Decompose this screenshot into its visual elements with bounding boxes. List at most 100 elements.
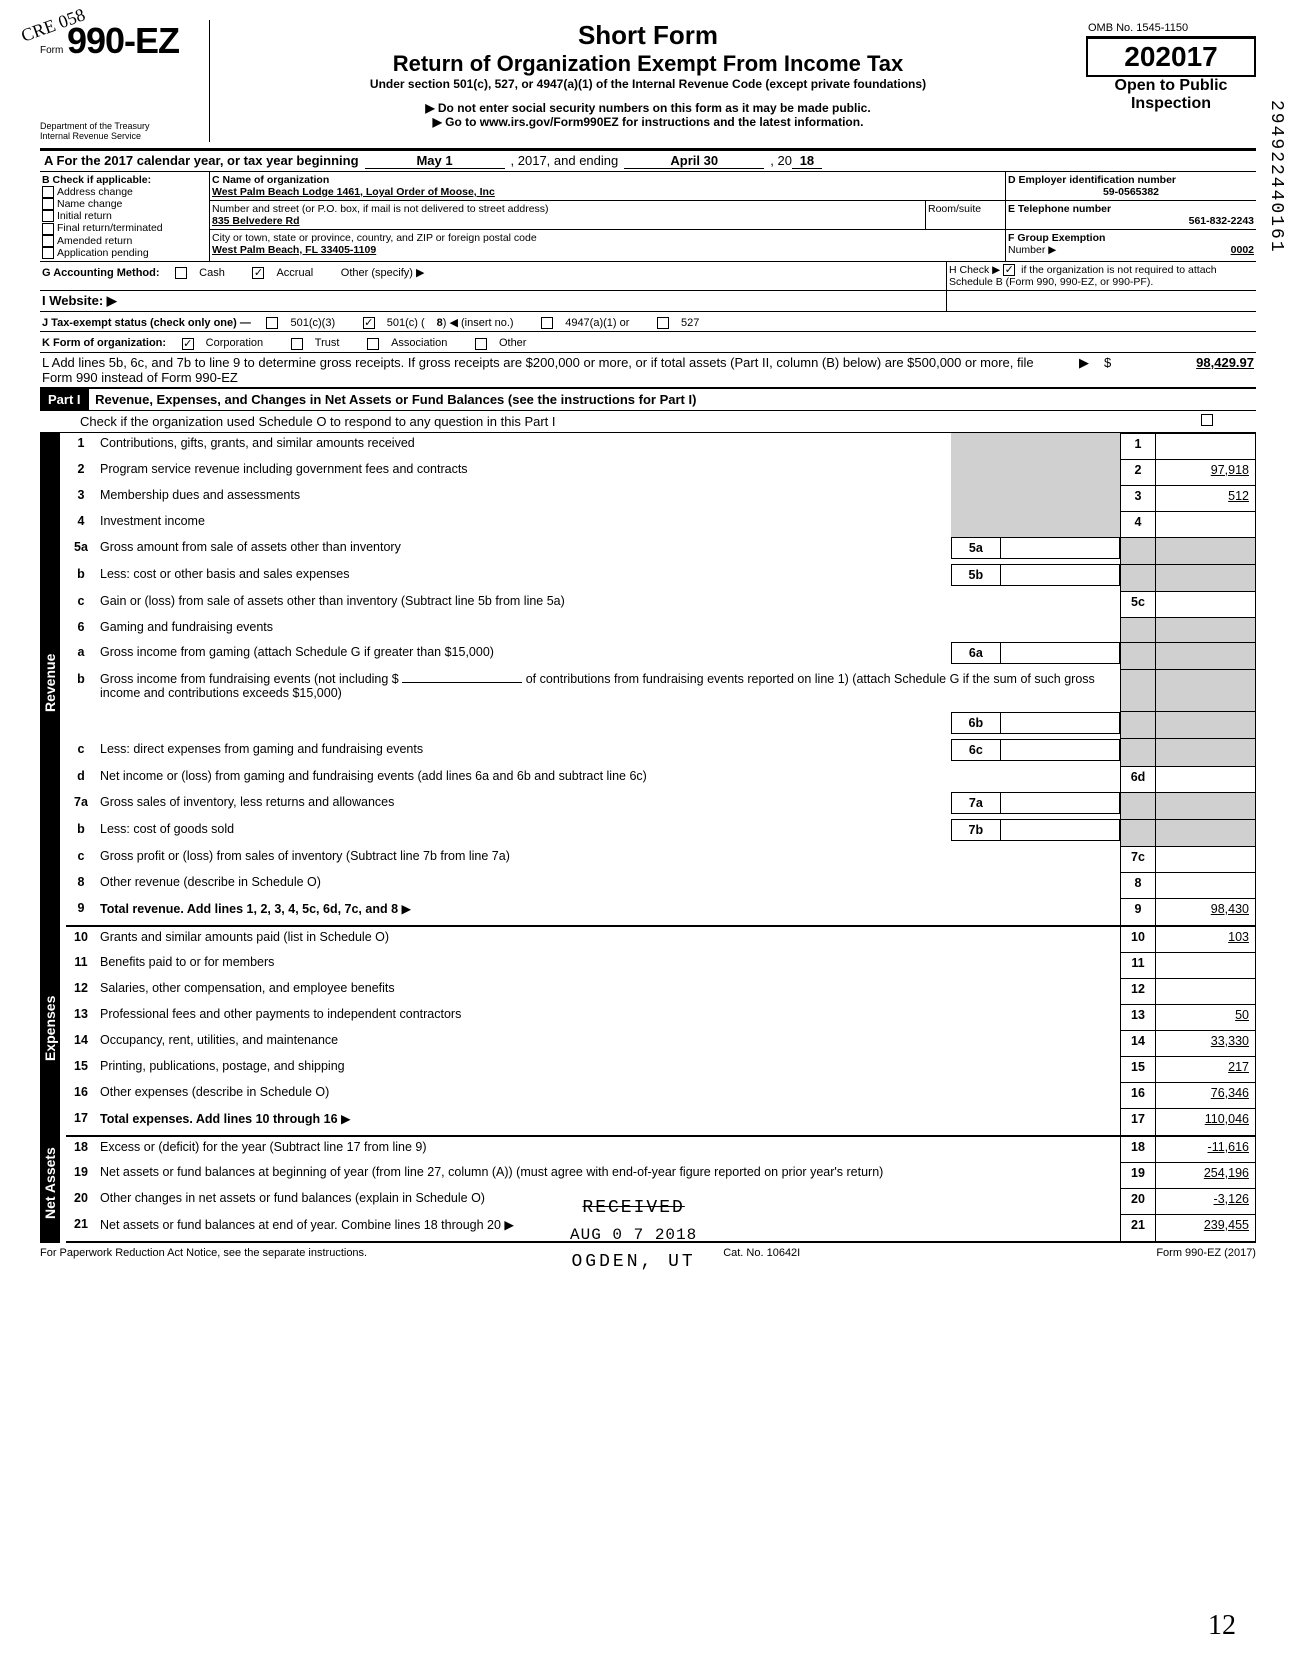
val-18: -11,616: [1156, 1136, 1256, 1163]
box-7a: 7a: [951, 793, 1001, 814]
org-name: West Palm Beach Lodge 1461, Loyal Order …: [212, 186, 495, 198]
val-1: [1156, 433, 1256, 459]
checkbox-cash[interactable]: [175, 267, 187, 279]
label-amended: Amended return: [57, 235, 132, 247]
label-assoc: Association: [391, 337, 447, 349]
checkbox-trust[interactable]: [291, 338, 303, 350]
section-a-mid: , 2017, and ending: [511, 153, 619, 169]
section-f-label: F Group Exemption: [1008, 232, 1105, 244]
line-18-text: Excess or (deficit) for the year (Subtra…: [96, 1136, 1121, 1163]
val-5c: [1156, 591, 1256, 617]
val-5b: [1001, 565, 1120, 586]
tax-year-end-month: April 30: [624, 153, 764, 169]
val-20: -3,126: [1156, 1188, 1256, 1214]
label-initial-return: Initial return: [57, 210, 112, 222]
line-8-text: Other revenue (describe in Schedule O): [96, 872, 1121, 898]
schedule-o-check-row: Check if the organization used Schedule …: [40, 411, 1256, 433]
checkbox-corp[interactable]: [182, 338, 194, 350]
label-name-change: Name change: [57, 198, 122, 210]
form-header: Form 990-EZ Department of the Treasury I…: [40, 20, 1256, 142]
val-6b: [1001, 712, 1120, 733]
label-501c-post: ) ◀ (insert no.): [443, 317, 514, 329]
section-g: G Accounting Method: Cash Accrual Other …: [40, 262, 946, 290]
lines-table: 1Contributions, gifts, grants, and simil…: [66, 433, 1256, 1243]
checkbox-app-pending[interactable]: [42, 247, 54, 259]
box-5a: 5a: [951, 538, 1001, 559]
schedule-o-text: Check if the organization used Schedule …: [80, 414, 556, 429]
box-2: 2: [1121, 459, 1156, 485]
box-4: 4: [1121, 511, 1156, 537]
year-val: 2017: [1155, 41, 1217, 72]
line-1-text: Contributions, gifts, grants, and simila…: [96, 433, 951, 459]
line-6d-text: Net income or (loss) from gaming and fun…: [96, 766, 1121, 792]
section-k: K Form of organization: Corporation Trus…: [40, 332, 1256, 352]
box-16: 16: [1121, 1082, 1156, 1108]
line-2-text: Program service revenue including govern…: [96, 459, 951, 485]
val-6c: [1001, 739, 1120, 760]
section-e-label: E Telephone number: [1008, 203, 1111, 215]
checkbox-other-org[interactable]: [475, 338, 487, 350]
checkbox-527[interactable]: [657, 317, 669, 329]
val-21: 239,455: [1156, 1214, 1256, 1241]
checkbox-amended[interactable]: [42, 235, 54, 247]
checkbox-final-return[interactable]: [42, 223, 54, 235]
section-h-text1: H Check ▶: [949, 264, 1000, 276]
section-b-label: B Check if applicable:: [42, 174, 207, 186]
box-15: 15: [1121, 1056, 1156, 1082]
checkbox-addr-change[interactable]: [42, 186, 54, 198]
section-l-arrow: ▶: [1064, 355, 1104, 385]
label-final-return: Final return/terminated: [57, 222, 163, 234]
section-l-text: L Add lines 5b, 6c, and 7b to line 9 to …: [42, 355, 1064, 385]
section-l: L Add lines 5b, 6c, and 7b to line 9 to …: [40, 353, 1256, 389]
checkbox-assoc[interactable]: [367, 338, 379, 350]
box-5c: 5c: [1121, 591, 1156, 617]
side-revenue: Revenue: [40, 433, 60, 933]
checkbox-501c3[interactable]: [266, 317, 278, 329]
label-trust: Trust: [315, 337, 340, 349]
line-21-text: Net assets or fund balances at end of ye…: [100, 1218, 501, 1232]
section-a-end-prefix: , 20: [770, 153, 792, 169]
line-4-text: Investment income: [96, 511, 951, 537]
checkbox-schedule-o[interactable]: [1201, 414, 1213, 426]
box-6c: 6c: [951, 739, 1001, 760]
received-stamp: RECEIVED AUG 0 7 2018 OGDEN, UT: [570, 1198, 697, 1272]
val-12: [1156, 978, 1256, 1004]
checkbox-name-change[interactable]: [42, 198, 54, 210]
line-5b-text: Less: cost or other basis and sales expe…: [96, 564, 951, 591]
received-location: OGDEN, UT: [570, 1252, 697, 1272]
part-i-label: Part I: [40, 389, 89, 410]
note-url: Go to www.irs.gov/Form990EZ for instruct…: [220, 115, 1076, 129]
checkbox-501c[interactable]: [363, 317, 375, 329]
box-19: 19: [1121, 1162, 1156, 1188]
form-label: Form: [40, 45, 63, 56]
box-9: 9: [1121, 898, 1156, 925]
box-7b: 7b: [951, 820, 1001, 841]
section-l-dollar: $: [1104, 355, 1124, 385]
line-5c-text: Gain or (loss) from sale of assets other…: [96, 591, 1121, 617]
box-7c: 7c: [1121, 846, 1156, 872]
line-11-text: Benefits paid to or for members: [96, 952, 1121, 978]
received-text: RECEIVED: [570, 1198, 697, 1218]
line-9-text: Total revenue. Add lines 1, 2, 3, 4, 5c,…: [100, 902, 398, 916]
checkbox-4947[interactable]: [541, 317, 553, 329]
city-value: West Palm Beach, FL 33405-1109: [212, 244, 376, 256]
open-public-1: Open to Public: [1086, 77, 1256, 95]
checkbox-sched-b[interactable]: [1003, 264, 1015, 276]
dept-treasury: Department of the Treasury Internal Reve…: [40, 122, 150, 142]
line-7a-text: Gross sales of inventory, less returns a…: [96, 792, 951, 819]
val-2: 97,918: [1156, 459, 1256, 485]
line-5a-text: Gross amount from sale of assets other t…: [96, 537, 951, 564]
line-6b-pre: Gross income from fundraising events (no…: [100, 672, 399, 686]
page-number-handwritten: 12: [1208, 1610, 1236, 1642]
ein: 59-0565382: [1008, 186, 1254, 198]
val-15: 217: [1156, 1056, 1256, 1082]
note-ssn: Do not enter social security numbers on …: [220, 101, 1076, 115]
checkbox-initial-return[interactable]: [42, 210, 54, 222]
label-other-specify: Other (specify) ▶: [341, 267, 425, 279]
line-12-text: Salaries, other compensation, and employ…: [96, 978, 1121, 1004]
line-10-text: Grants and similar amounts paid (list in…: [96, 926, 1121, 953]
label-501c3: 501(c)(3): [290, 317, 335, 329]
checkbox-accrual[interactable]: [252, 267, 264, 279]
box-20: 20: [1121, 1188, 1156, 1214]
val-7a: [1001, 793, 1120, 814]
